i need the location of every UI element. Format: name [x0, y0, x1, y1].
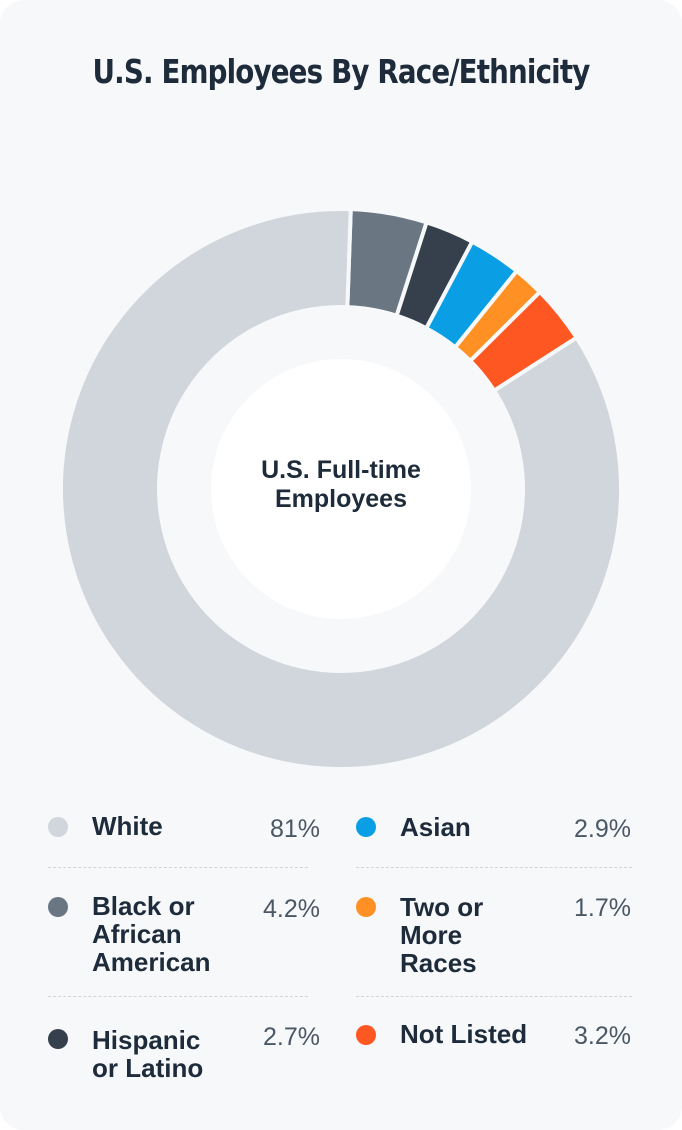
- legend-label-two-or-more-races: Two or More Races: [400, 892, 484, 978]
- legend-label-hispanic-or-latino: Hispanic or Latino: [92, 1025, 204, 1083]
- legend-item-hispanic-or-latino: Hispanic or Latino 2.7%: [48, 1023, 320, 1130]
- legend-value-two-or-more-races: 1.7%: [574, 894, 631, 922]
- donut-center-disc: [211, 359, 471, 619]
- legend-item-black-or-african-american: Black or African American 4.2%: [48, 892, 320, 1002]
- legend-dot-black-or-african-american: [48, 897, 68, 917]
- legend-dot-not-listed: [356, 1025, 376, 1045]
- legend-label-not-listed: Not Listed: [400, 1019, 528, 1049]
- legend-label-asian: Asian: [400, 812, 471, 842]
- legend-divider: [48, 996, 308, 997]
- donut-chart: [59, 207, 623, 771]
- legend-divider: [356, 867, 632, 868]
- legend-item-white: White 81%: [48, 812, 320, 922]
- legend-item-asian: Asian 2.9%: [356, 812, 631, 922]
- legend-value-asian: 2.9%: [574, 815, 631, 843]
- legend-value-white: 81%: [269, 815, 320, 843]
- legend-label-white: White: [92, 811, 163, 841]
- chart-title: U.S. Employees By Race/Ethnicity: [92, 52, 590, 91]
- donut-slice-white: [59, 207, 623, 771]
- legend-label-black-or-african-american: Black or African American: [92, 891, 211, 977]
- legend-dot-two-or-more-races: [356, 897, 376, 917]
- legend-divider: [356, 996, 632, 997]
- legend-value-hispanic-or-latino: 2.7%: [263, 1023, 320, 1051]
- legend-item-two-or-more-races: Two or More Races 1.7%: [356, 893, 631, 1003]
- legend-dot-asian: [356, 817, 376, 837]
- center-label: U.S. Full-time Employees: [211, 355, 471, 615]
- center-label-text: U.S. Full-time Employees: [261, 456, 421, 513]
- legend-divider: [48, 867, 308, 868]
- legend-value-not-listed: 3.2%: [574, 1022, 631, 1050]
- legend-value-black-or-african-american: 4.2%: [263, 895, 320, 923]
- legend-dot-white: [48, 817, 68, 837]
- legend-item-not-listed: Not Listed 3.2%: [356, 1019, 631, 1130]
- legend-dot-hispanic-or-latino: [48, 1029, 68, 1049]
